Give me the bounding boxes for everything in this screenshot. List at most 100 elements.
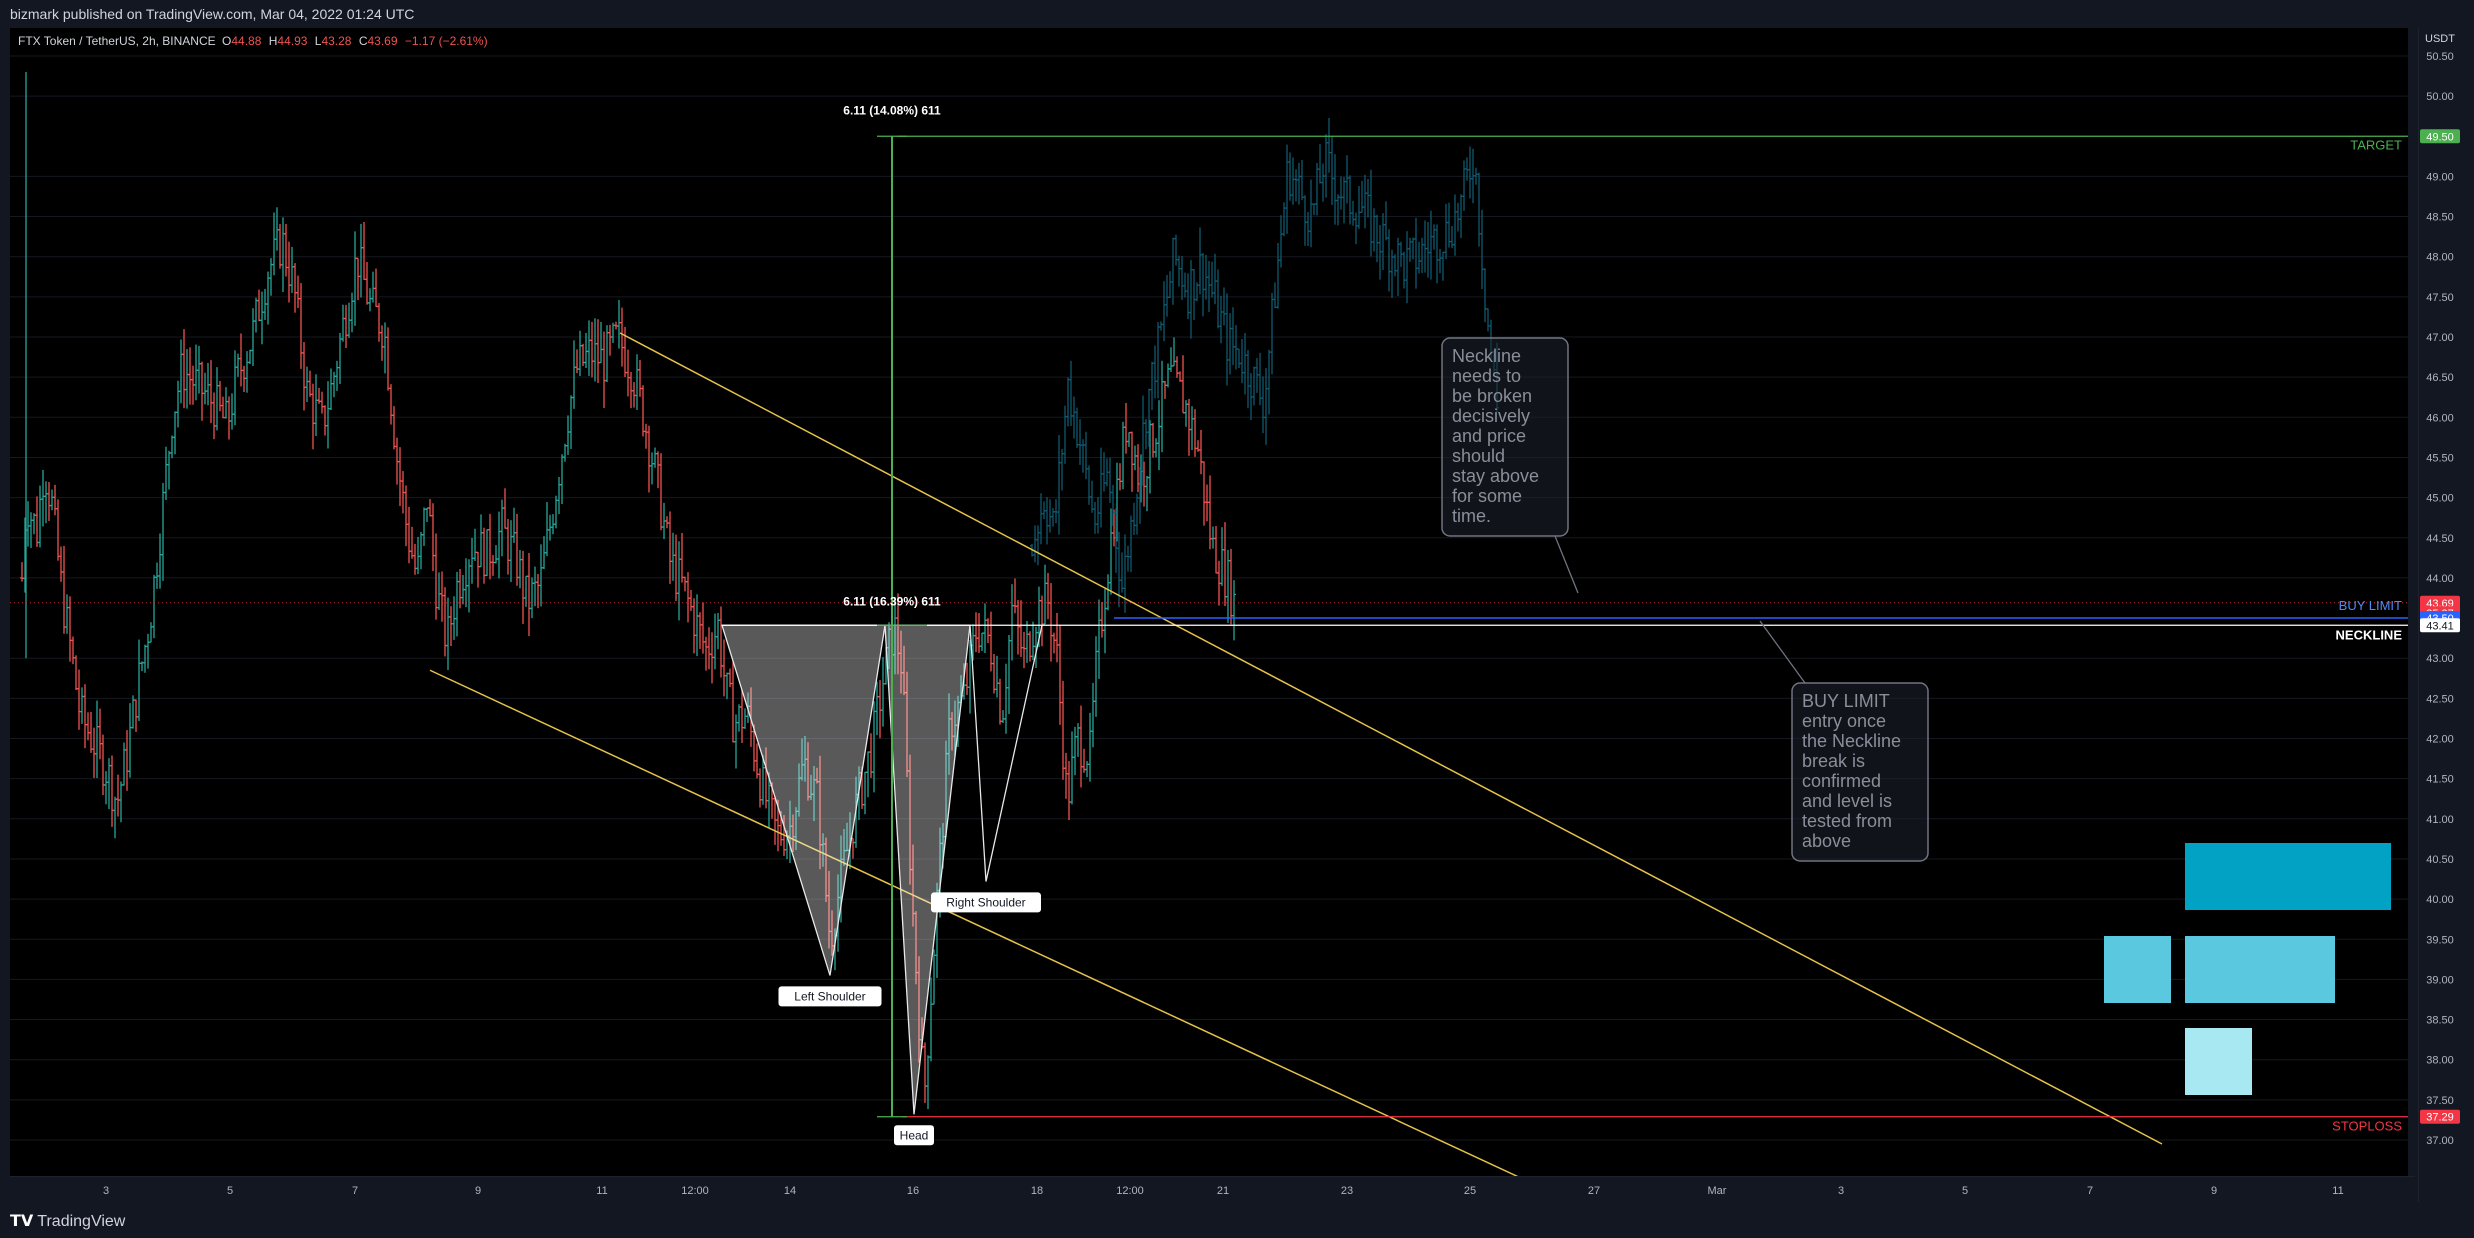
ohlc-bar <box>1189 260 1193 339</box>
ohlc-bar <box>1462 160 1466 211</box>
time-tick-label: 9 <box>2211 1185 2217 1197</box>
time-tick-label: 23 <box>1341 1185 1353 1197</box>
ohlc-bar <box>200 361 204 421</box>
grid <box>10 55 2410 1141</box>
ohlc-bar <box>413 543 417 575</box>
ohlc-bar <box>1177 255 1181 287</box>
publisher-bar: bizmark published on TradingView.com, Ma… <box>0 0 2474 28</box>
ohlc-bar <box>389 384 393 425</box>
price-tag-bg <box>2420 129 2460 144</box>
ohlc-bar <box>1201 253 1205 317</box>
measure-label-upper: 6.11 (14.08%) 611 <box>843 103 941 117</box>
buy-limit-note-line: tested from <box>1802 811 1892 831</box>
ohlc-bar <box>671 532 675 581</box>
ohlc-bar <box>695 594 699 657</box>
ohlc-bar <box>587 320 591 376</box>
ohlc-bar <box>605 325 609 383</box>
ohlc-bar <box>59 546 63 582</box>
buy-limit-note-frame <box>1791 682 1929 862</box>
ohlc-bar <box>1174 234 1178 266</box>
ohlc-bar <box>1087 465 1091 505</box>
ohlc-bar <box>1237 348 1241 369</box>
channel-lower-line <box>429 669 1535 1185</box>
ohlc-bar <box>215 367 219 431</box>
ohlc-bar <box>1129 515 1133 573</box>
left-shoulder-label-text: Left Shoulder <box>794 989 865 1003</box>
time-tick-label: 5 <box>227 1185 233 1197</box>
ohlc-bar <box>1043 564 1047 625</box>
ohlc-bar <box>701 602 705 654</box>
ohlc-bar <box>296 275 300 309</box>
ohlc-bar <box>1150 361 1154 410</box>
ohlc-bar <box>35 496 39 547</box>
ohlc-bar <box>1354 212 1358 245</box>
ohlc-bar <box>1153 345 1157 399</box>
ohlc-bar <box>1096 497 1100 534</box>
ohlc-bar <box>1483 268 1487 323</box>
ohlc-bar <box>584 332 588 368</box>
ohlc-bar <box>1078 419 1082 465</box>
ohlc-bar <box>1232 580 1236 641</box>
ohlc-bar <box>713 613 717 670</box>
ohlc-bar <box>1039 493 1043 545</box>
price-scale-panel[interactable]: USDT 37.00 37.50 38.00 38.50 39.00 39.50 40.00 4… <box>2418 28 2462 1202</box>
ohlc-bar <box>635 354 639 410</box>
ohlc-bar <box>980 632 984 651</box>
ohlc-bar <box>1381 213 1385 270</box>
ohlc-bar <box>95 700 99 779</box>
price-chart[interactable]: 6.11 (14.08%) 611 6.11 (16.39%) 611 Left S… <box>10 28 2415 1202</box>
time-scale-panel[interactable]: 3 5 7 9 11 12:00 14 16 18 12:00 21 23 25 27 Mar 3 5 7 9 11 <box>10 1176 2415 1202</box>
buy-limit-note-line: break is <box>1802 751 1865 771</box>
ohlc-bar <box>1363 174 1367 229</box>
price-tag-bg <box>2420 1109 2460 1124</box>
ohlc-bar <box>1094 636 1098 717</box>
ohlc-bar <box>1294 169 1298 202</box>
price-tag-text: 43.41 <box>2426 620 2454 632</box>
price-tick-label: 44.00 <box>2426 573 2454 585</box>
ohlc-bar <box>1157 400 1161 471</box>
ohlc-bar <box>1330 135 1334 205</box>
ohlc-bar <box>1013 578 1017 614</box>
price-tick-label: 39.00 <box>2426 974 2454 986</box>
ohlc-bar <box>1108 457 1112 503</box>
ohlc-bar <box>1132 502 1136 536</box>
ohlc-bar <box>182 329 186 409</box>
ohlc-bar <box>80 687 84 724</box>
neckline-note-line: stay above <box>1452 466 1539 486</box>
ohlc-bar <box>1357 186 1361 229</box>
ohlc-bar <box>1372 208 1376 252</box>
ohlc-bar <box>335 360 339 391</box>
ohlc-bar <box>1031 621 1035 661</box>
left-shoulder-label-bg <box>778 986 882 1007</box>
buy-limit-note-line: confirmed <box>1802 771 1881 791</box>
ohlc-bar <box>125 730 129 791</box>
ohlc-bar <box>743 708 747 729</box>
time-tick-label: 7 <box>352 1185 358 1197</box>
chart-area[interactable]: 6.11 (14.08%) 611 6.11 (16.39%) 611 Left S… <box>10 28 2415 1202</box>
ohlc-bar <box>353 231 357 326</box>
ohlc-bar <box>992 654 996 694</box>
tradingview-logo[interactable]: 𝗧𝗩 TradingView <box>10 1213 126 1230</box>
currency-label: USDT <box>2425 33 2455 45</box>
ohlc-bar <box>1447 202 1451 248</box>
ohlc-bar <box>1465 157 1469 181</box>
neckline-note-line: Neckline <box>1452 346 1521 366</box>
ohlc-bar <box>179 339 183 404</box>
stoploss-label: STOPLOSS <box>2332 1119 2402 1134</box>
price-axis[interactable] <box>2408 28 2415 1202</box>
ohlc-bar <box>425 507 429 522</box>
ohlc-bar <box>41 469 45 527</box>
ohlc-bar <box>245 351 249 393</box>
projection-bars <box>1030 117 1499 613</box>
ohlc-bar <box>1243 332 1247 395</box>
ohlc-bar <box>638 360 642 397</box>
ohlc-bar <box>119 781 123 823</box>
ohlc-bar <box>644 423 648 449</box>
ohlc-bar <box>1345 155 1349 204</box>
price-tick-label: 39.50 <box>2426 934 2454 946</box>
time-tick-label: 16 <box>907 1185 919 1197</box>
ohlc-bar <box>974 612 978 653</box>
ohlc-bar <box>1171 237 1175 305</box>
ohlc-bar <box>686 572 690 623</box>
ohlc-bar <box>449 606 453 647</box>
